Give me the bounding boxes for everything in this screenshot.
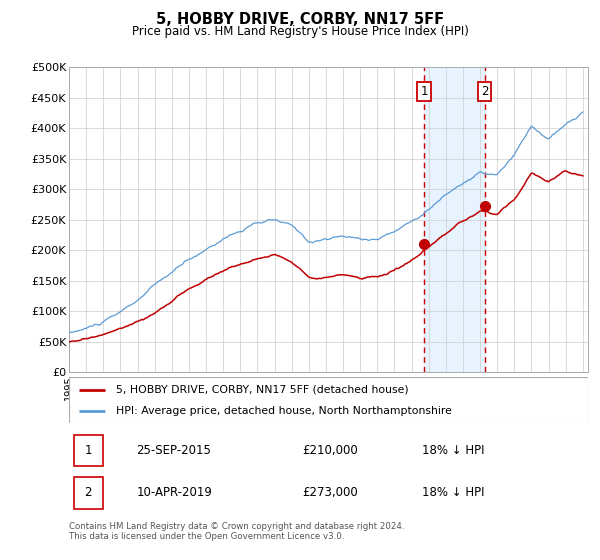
Text: 5, HOBBY DRIVE, CORBY, NN17 5FF (detached house): 5, HOBBY DRIVE, CORBY, NN17 5FF (detache… (116, 385, 409, 395)
Text: Price paid vs. HM Land Registry's House Price Index (HPI): Price paid vs. HM Land Registry's House … (131, 25, 469, 39)
Text: Contains HM Land Registry data © Crown copyright and database right 2024.
This d: Contains HM Land Registry data © Crown c… (69, 522, 404, 542)
Bar (74, 477, 103, 508)
Text: 5, HOBBY DRIVE, CORBY, NN17 5FF: 5, HOBBY DRIVE, CORBY, NN17 5FF (156, 12, 444, 27)
Text: £273,000: £273,000 (302, 487, 358, 500)
Bar (74, 435, 103, 466)
Text: 2: 2 (481, 85, 488, 98)
Text: HPI: Average price, detached house, North Northamptonshire: HPI: Average price, detached house, Nort… (116, 407, 452, 416)
Text: 2: 2 (85, 487, 92, 500)
Text: 18% ↓ HPI: 18% ↓ HPI (422, 444, 484, 458)
Text: £210,000: £210,000 (302, 444, 358, 458)
Text: 18% ↓ HPI: 18% ↓ HPI (422, 487, 484, 500)
Text: 25-SEP-2015: 25-SEP-2015 (136, 444, 211, 458)
Text: 1: 1 (421, 85, 428, 98)
Text: 10-APR-2019: 10-APR-2019 (136, 487, 212, 500)
Text: 1: 1 (85, 444, 92, 458)
Bar (424, 67, 485, 372)
